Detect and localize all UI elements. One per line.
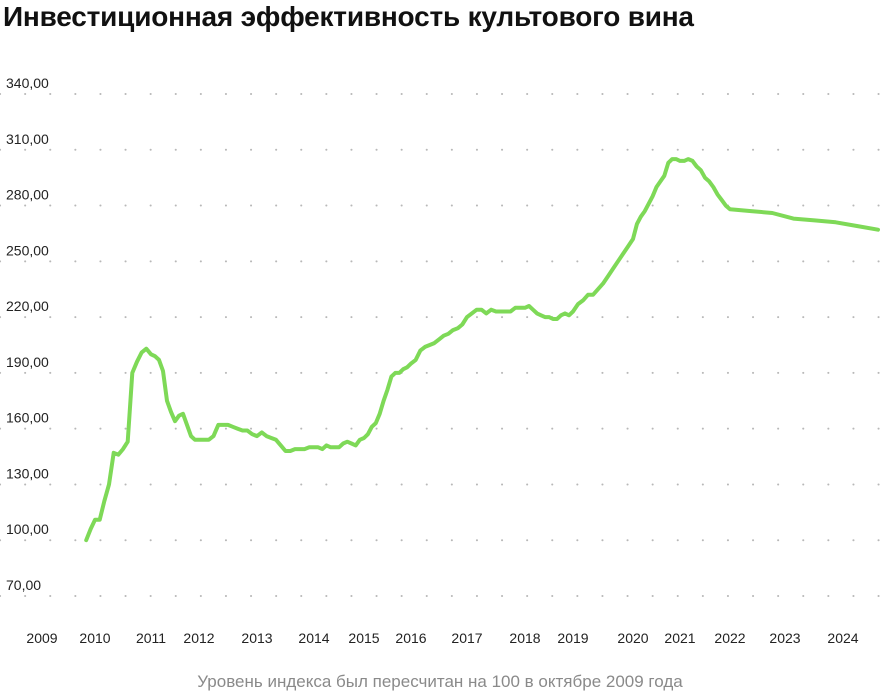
x-tick-label: 2011 [136, 630, 166, 646]
y-tick-label: 100,00 [6, 521, 49, 537]
y-tick-label: 190,00 [6, 354, 49, 370]
x-tick-label: 2023 [769, 630, 800, 646]
x-tick-label: 2010 [79, 630, 110, 646]
y-tick-label: 70,00 [6, 577, 41, 593]
y-tick-label: 280,00 [6, 187, 49, 203]
x-tick-label: 2017 [451, 630, 482, 646]
x-tick-label: 2022 [714, 630, 745, 646]
y-tick-label: 220,00 [6, 298, 49, 314]
x-tick-label: 2021 [664, 630, 695, 646]
x-tick-label: 2015 [348, 630, 379, 646]
y-tick-label: 250,00 [6, 242, 49, 258]
y-tick-label: 130,00 [6, 465, 49, 481]
x-tick-label: 2009 [26, 630, 57, 646]
x-tick-label: 2018 [509, 630, 540, 646]
x-tick-label: 2020 [617, 630, 648, 646]
series-line [84, 157, 880, 543]
x-tick-label: 2014 [298, 630, 329, 646]
x-tick-label: 2024 [827, 630, 858, 646]
x-tick-label: 2013 [241, 630, 272, 646]
y-tick-label: 340,00 [6, 75, 49, 91]
grid-lines [0, 93, 880, 597]
x-tick-label: 2012 [183, 630, 214, 646]
y-axis-ticks: 340,00 310,00 280,00 250,00 220,00 190,00 160,… [6, 75, 49, 593]
chart-title: Инвестиционная эффективность культового … [3, 1, 694, 32]
x-tick-label: 2019 [557, 630, 588, 646]
y-tick-label: 310,00 [6, 131, 49, 147]
chart-subtitle: Уровень индекса был пересчитан на 100 в … [197, 672, 683, 691]
x-axis-ticks: 2009 2010 2011 2012 2013 2014 2015 2016 2017 2018… [26, 630, 858, 646]
y-tick-label: 160,00 [6, 410, 49, 426]
x-tick-label: 2016 [395, 630, 426, 646]
